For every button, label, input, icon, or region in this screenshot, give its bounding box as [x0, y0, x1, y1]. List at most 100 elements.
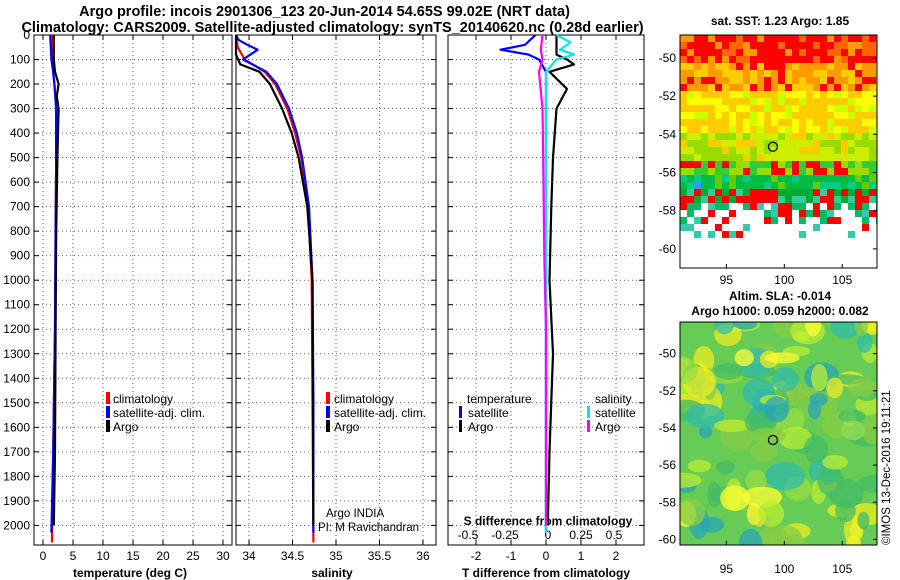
sst-cell: [750, 35, 757, 42]
sst-cell: [729, 189, 736, 196]
sst-cell: [827, 210, 834, 217]
sst-cell: [806, 133, 813, 140]
sst-cell: [792, 189, 799, 196]
sst-cell: [834, 119, 841, 126]
sst-cell: [855, 49, 862, 56]
sst-cell: [708, 35, 715, 42]
sst-cell: [771, 63, 778, 70]
sst-cell: [855, 196, 862, 203]
x-tick-label: 36: [416, 549, 430, 563]
sst-cell: [764, 161, 771, 168]
sla-blob: [698, 424, 713, 439]
sst-cell: [869, 49, 876, 56]
sst-cell: [820, 175, 827, 182]
sst-cell: [757, 49, 764, 56]
sst-cell: [680, 42, 687, 49]
sst-cell: [687, 133, 694, 140]
sst-cell: [841, 49, 848, 56]
sst-cell: [771, 161, 778, 168]
sst-cell: [869, 196, 876, 203]
sst-cell: [806, 196, 813, 203]
sst-cell: [820, 49, 827, 56]
sst-cell: [792, 168, 799, 175]
sst-map-frame: [679, 34, 878, 269]
series-line-argo: [52, 35, 60, 526]
sst-cell: [841, 182, 848, 189]
sst-cell: [736, 112, 743, 119]
sst-cell: [869, 126, 876, 133]
sst-cell: [750, 70, 757, 77]
sst-cell: [820, 217, 827, 224]
sst-cell: [813, 196, 820, 203]
sst-cell: [750, 119, 757, 126]
sst-cell: [855, 119, 862, 126]
sst-cell: [778, 49, 785, 56]
sla-blob: [734, 349, 754, 367]
sst-cell: [869, 168, 876, 175]
sst-cell: [785, 119, 792, 126]
sst-cell: [680, 154, 687, 161]
sst-cell: [729, 126, 736, 133]
sst-cell: [757, 56, 764, 63]
sst-cell: [841, 126, 848, 133]
sst-cell: [757, 119, 764, 126]
x2-tick-label: 0.25: [569, 528, 593, 542]
sst-cell: [715, 63, 722, 70]
sst-cell: [806, 126, 813, 133]
sst-cell: [771, 119, 778, 126]
sst-cell: [841, 91, 848, 98]
sst-cell: [722, 91, 729, 98]
legend-label-satellite-adj: satellite-adj. clim.: [113, 406, 205, 420]
y-tick-label: -58: [659, 204, 677, 218]
sst-cell: [722, 105, 729, 112]
sst-cell: [694, 140, 701, 147]
sst-cell: [799, 84, 806, 91]
sst-cell: [715, 189, 722, 196]
x-axis-label: T difference from climatology: [462, 566, 630, 580]
y-tick-label: 900: [10, 249, 30, 263]
sst-cell: [792, 112, 799, 119]
sla-blob: [835, 499, 856, 523]
legend-label-satellite-adj: satellite-adj. clim.: [334, 406, 426, 420]
sst-cell: [701, 147, 708, 154]
sst-cell: [820, 98, 827, 105]
x2-tick-label: -0.5: [458, 528, 479, 542]
sst-cell: [722, 42, 729, 49]
sst-cell: [799, 196, 806, 203]
sst-cell: [729, 147, 736, 154]
sla-blob: [809, 392, 828, 406]
sst-cell: [813, 98, 820, 105]
sst-cell: [827, 133, 834, 140]
sst-cell: [743, 63, 750, 70]
sst-cell: [813, 112, 820, 119]
sst-cell: [806, 35, 813, 42]
sst-cell: [841, 56, 848, 63]
sst-cell: [680, 77, 687, 84]
sst-cell: [750, 63, 757, 70]
sst-cell: [785, 105, 792, 112]
sst-cell: [715, 224, 722, 231]
sst-cell: [778, 161, 785, 168]
sst-cell: [729, 70, 736, 77]
sst-cell: [834, 126, 841, 133]
sst-cell: [701, 98, 708, 105]
sst-cell: [715, 119, 722, 126]
sst-cell: [820, 168, 827, 175]
sst-cell: [708, 189, 715, 196]
sst-cell: [687, 203, 694, 210]
y-tick-label: 2000: [3, 518, 30, 532]
sst-cell: [771, 77, 778, 84]
sla-map-title: Altim. SLA: -0.014: [729, 289, 831, 303]
sst-cell: [834, 175, 841, 182]
sst-cell: [743, 77, 750, 84]
argo-position-marker: [767, 434, 779, 446]
sst-cell: [778, 147, 785, 154]
sst-cell: [694, 189, 701, 196]
sla-map: [680, 322, 877, 545]
sst-cell: [806, 77, 813, 84]
x-tick-label: 100: [774, 562, 794, 576]
sst-cell: [841, 133, 848, 140]
sla-blob: [720, 485, 750, 511]
sst-cell: [708, 42, 715, 49]
sst-cell: [764, 147, 771, 154]
